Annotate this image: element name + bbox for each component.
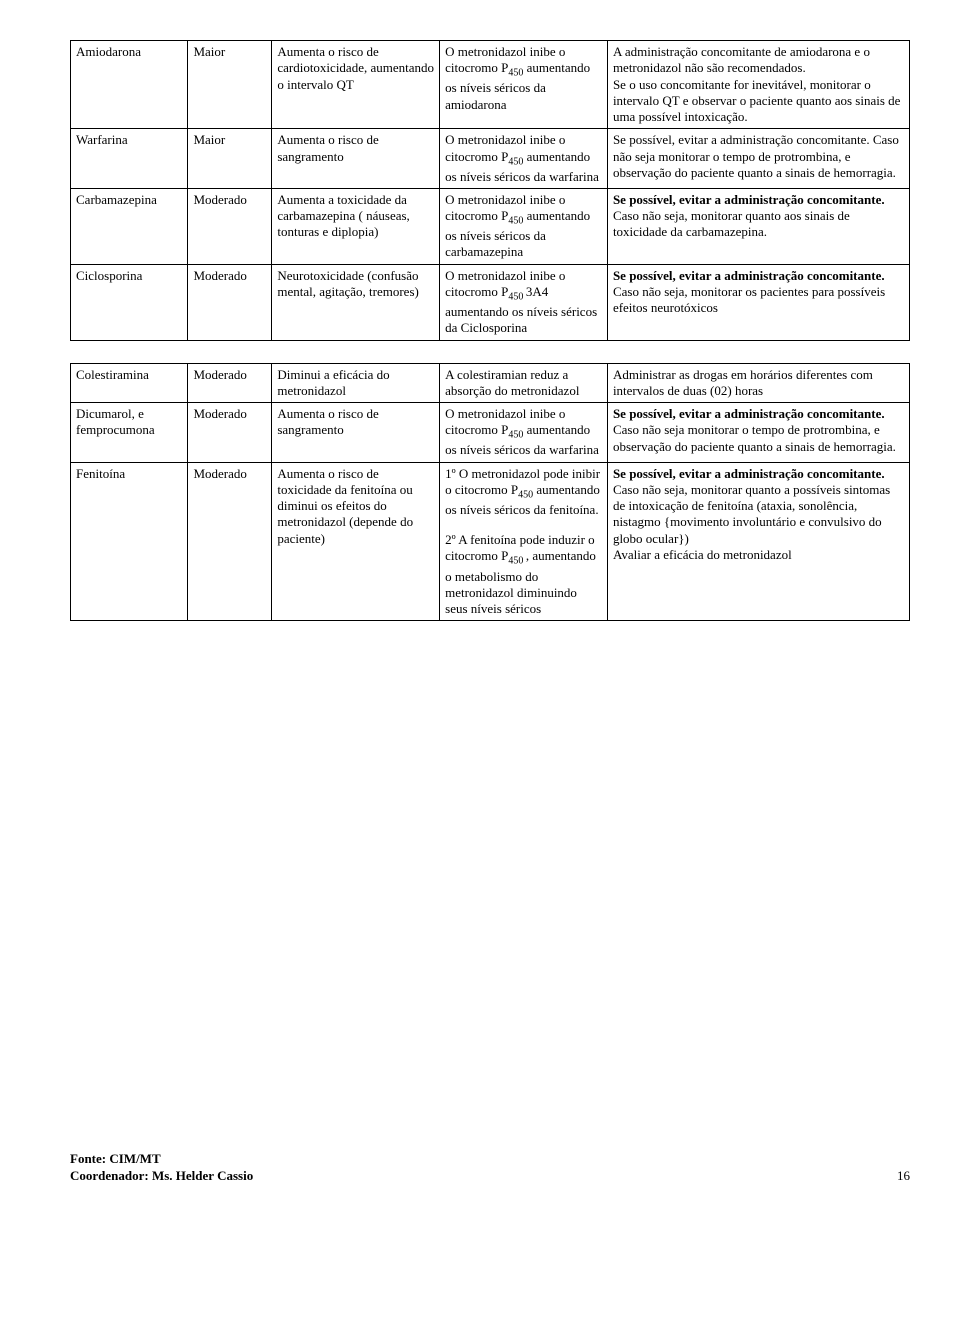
cell-effect: Aumenta o risco de toxicidade da fenitoí… (272, 462, 440, 621)
table-row: FenitoínaModeradoAumenta o risco de toxi… (71, 462, 910, 621)
cell-drug: Dicumarol, e femprocumona (71, 403, 188, 463)
table-row: CarbamazepinaModeradoAumenta a toxicidad… (71, 188, 910, 264)
cell-recommendation: Se possível, evitar a administração conc… (607, 462, 909, 621)
cell-severity: Maior (188, 41, 272, 129)
cell-drug: Fenitoína (71, 462, 188, 621)
cell-effect: Aumenta a toxicidade da carbamazepina ( … (272, 188, 440, 264)
cell-severity: Moderado (188, 188, 272, 264)
table-row: ColestiraminaModeradoDiminui a eficácia … (71, 363, 910, 403)
interactions-table-2: ColestiraminaModeradoDiminui a eficácia … (70, 363, 910, 622)
cell-drug: Carbamazepina (71, 188, 188, 264)
cell-severity: Moderado (188, 403, 272, 463)
cell-mechanism: O metronidazol inibe o citocromo P450 3A… (440, 264, 608, 340)
cell-mechanism: O metronidazol inibe o citocromo P450 au… (440, 403, 608, 463)
cell-drug: Colestiramina (71, 363, 188, 403)
cell-severity: Maior (188, 129, 272, 189)
cell-effect: Aumenta o risco de cardiotoxicidade, aum… (272, 41, 440, 129)
table-row: WarfarinaMaiorAumenta o risco de sangram… (71, 129, 910, 189)
cell-drug: Warfarina (71, 129, 188, 189)
page-number: 16 (897, 1168, 910, 1184)
cell-recommendation: Se possível, evitar a administração conc… (607, 129, 909, 189)
cell-recommendation: Se possível, evitar a administração conc… (607, 188, 909, 264)
table-row: CiclosporinaModeradoNeurotoxicidade (con… (71, 264, 910, 340)
cell-recommendation: Se possível, evitar a administração conc… (607, 264, 909, 340)
cell-drug: Ciclosporina (71, 264, 188, 340)
footer-source: Fonte: CIM/MT (70, 1151, 253, 1167)
cell-severity: Moderado (188, 363, 272, 403)
page-footer: Fonte: CIM/MT Coordenador: Ms. Helder Ca… (70, 1151, 910, 1184)
cell-recommendation: Se possível, evitar a administração conc… (607, 403, 909, 463)
cell-recommendation: Administrar as drogas em horários difere… (607, 363, 909, 403)
table-row: AmiodaronaMaiorAumenta o risco de cardio… (71, 41, 910, 129)
cell-drug: Amiodarona (71, 41, 188, 129)
table-row: Dicumarol, e femprocumonaModeradoAumenta… (71, 403, 910, 463)
cell-severity: Moderado (188, 264, 272, 340)
cell-effect: Aumenta o risco de sangramento (272, 403, 440, 463)
cell-effect: Aumenta o risco de sangramento (272, 129, 440, 189)
footer-coordinator: Coordenador: Ms. Helder Cassio (70, 1168, 253, 1184)
cell-severity: Moderado (188, 462, 272, 621)
cell-effect: Diminui a eficácia do metronidazol (272, 363, 440, 403)
cell-mechanism: O metronidazol inibe o citocromo P450 au… (440, 188, 608, 264)
cell-effect: Neurotoxicidade (confusão mental, agitaç… (272, 264, 440, 340)
cell-mechanism: 1º O metronidazol pode inibir o citocrom… (440, 462, 608, 621)
cell-mechanism: A colestiramian reduz a absorção do metr… (440, 363, 608, 403)
interactions-table-1: AmiodaronaMaiorAumenta o risco de cardio… (70, 40, 910, 341)
cell-mechanism: O metronidazol inibe o citocromo P450 au… (440, 41, 608, 129)
cell-mechanism: O metronidazol inibe o citocromo P450 au… (440, 129, 608, 189)
cell-recommendation: A administração concomitante de amiodaro… (607, 41, 909, 129)
